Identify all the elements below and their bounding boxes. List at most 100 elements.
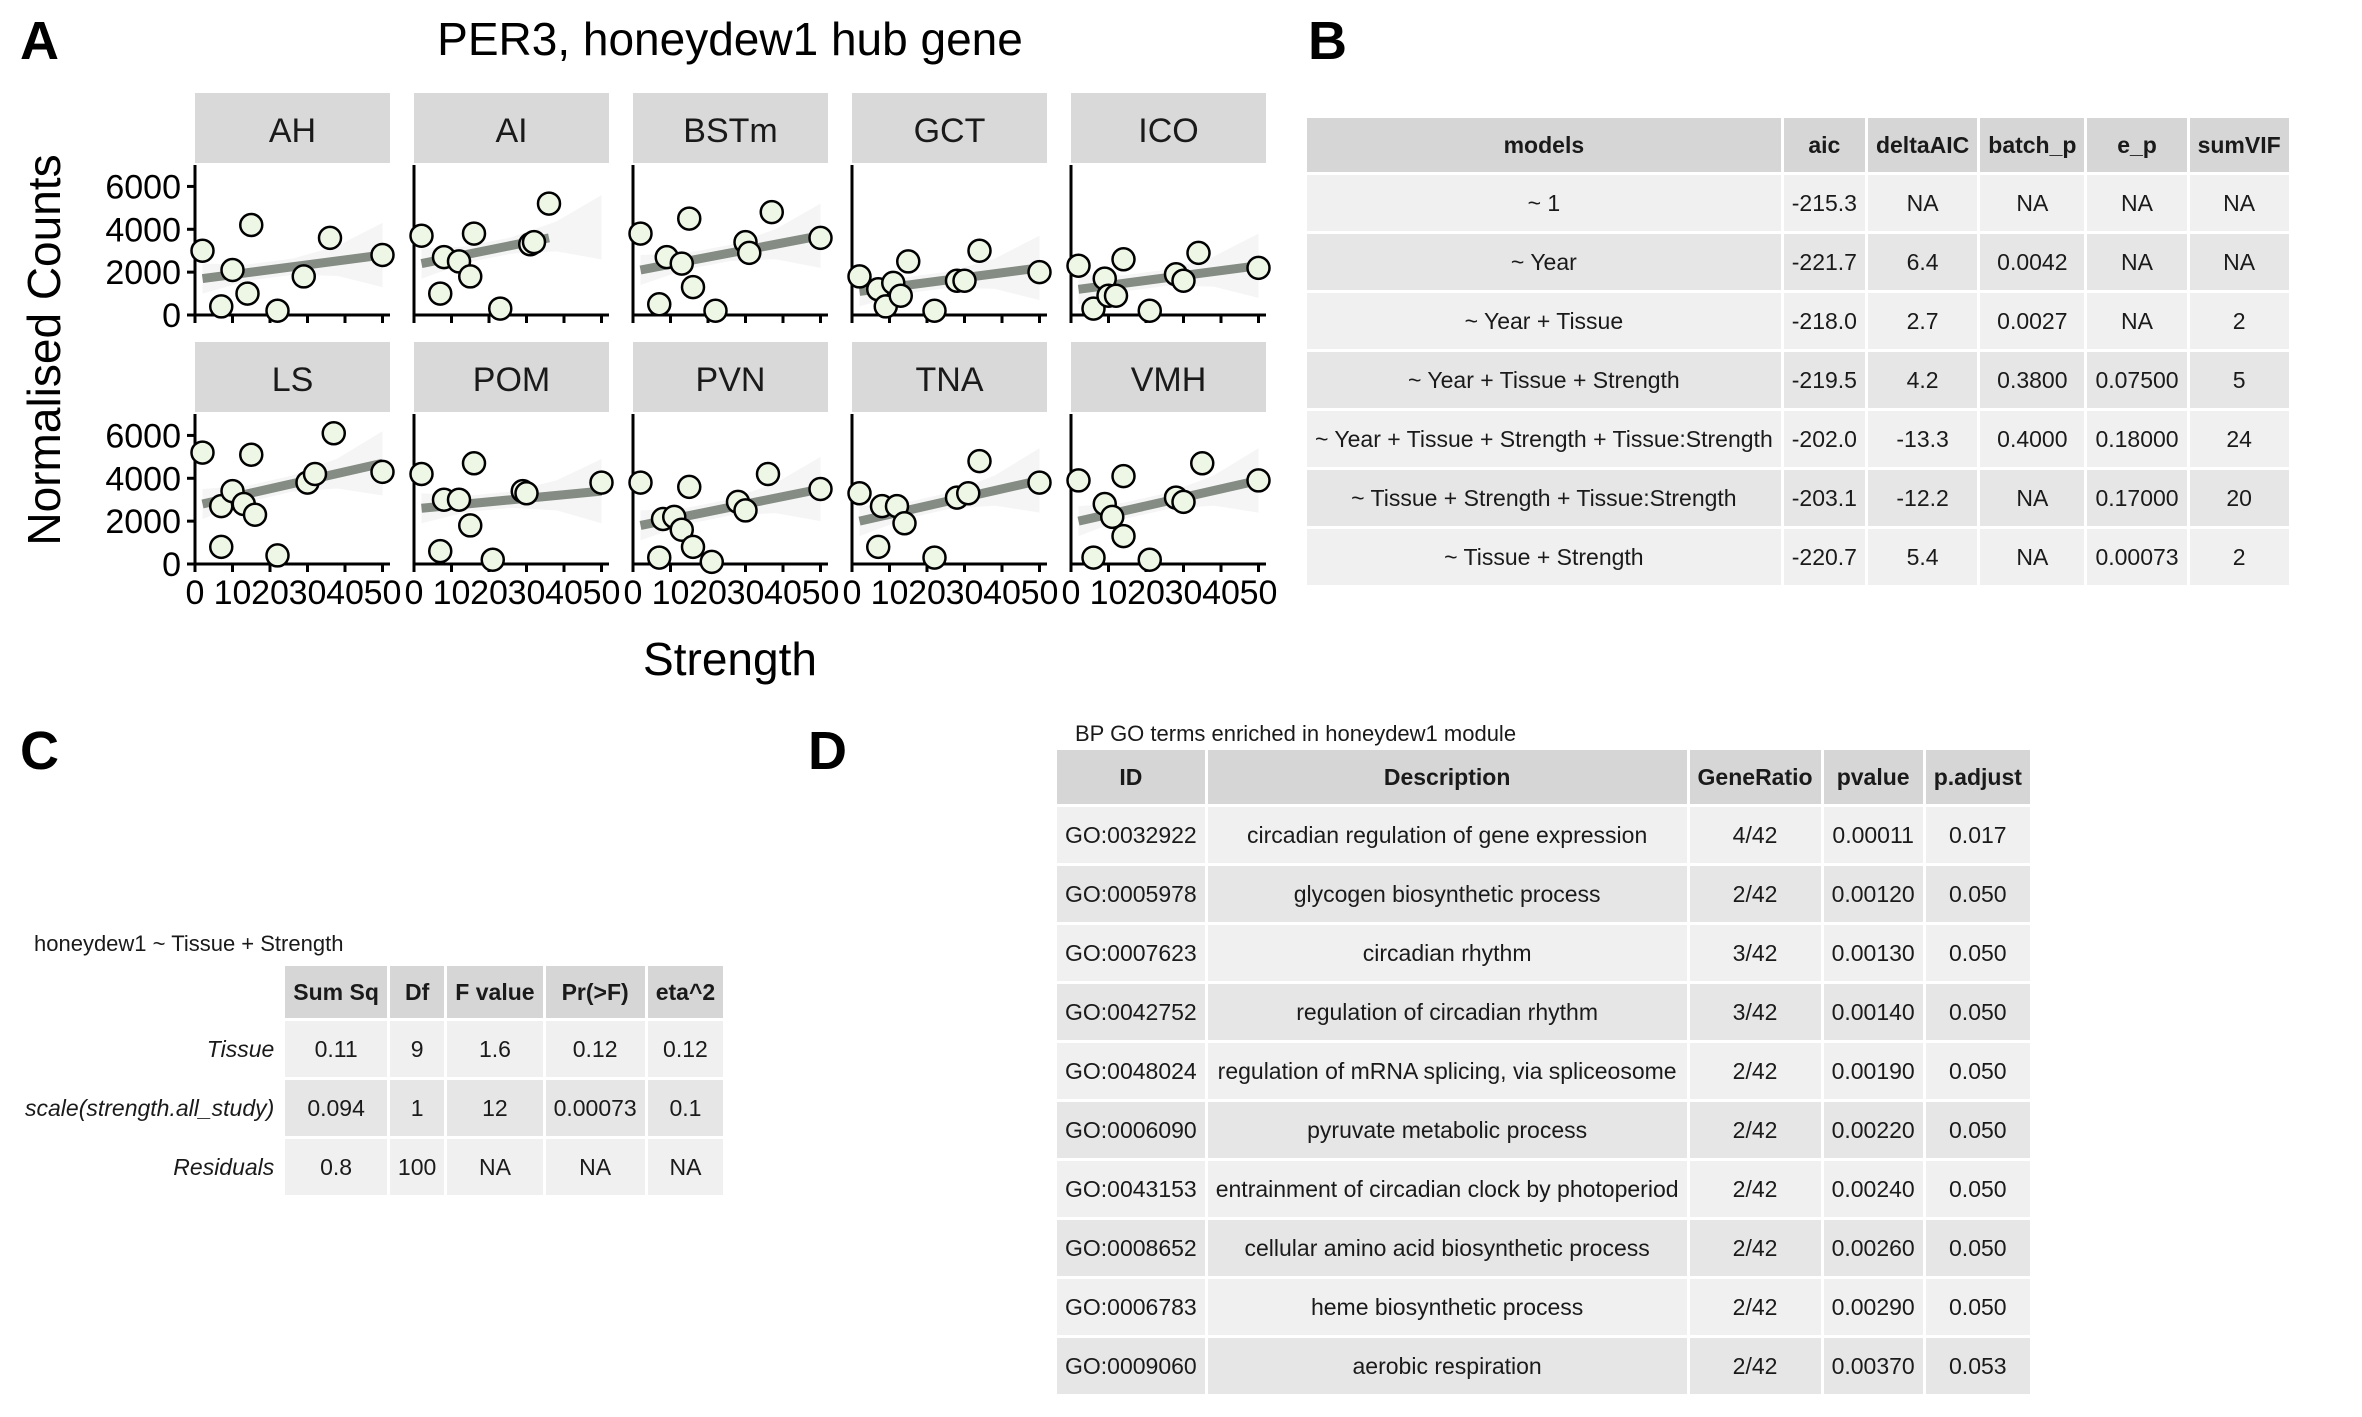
x-axis-label: Strength: [643, 633, 817, 685]
table-cell: 0.053: [1925, 1338, 2030, 1394]
facet-label: PVN: [696, 361, 766, 399]
data-point: [589, 470, 614, 495]
panel-letter-a: A: [20, 11, 59, 71]
table-cell: 2/42: [1689, 1043, 1821, 1099]
facet-strip: [414, 342, 609, 412]
table-cell: 0.050: [1925, 984, 2030, 1040]
data-point: [1027, 259, 1052, 285]
data-point: [209, 294, 234, 319]
x-tick-label: 50: [1240, 574, 1278, 612]
table-cell: 2/42: [1689, 1338, 1821, 1394]
facet-label: TNA: [916, 361, 984, 399]
table-cell: 0.094: [285, 1080, 387, 1136]
facet-strip: [1071, 342, 1266, 412]
panel-letter-c: C: [20, 721, 59, 781]
table-cell: 0.0027: [1980, 293, 2085, 349]
column-header: deltaAIC: [1867, 118, 1978, 172]
data-point: [922, 545, 947, 570]
data-point: [458, 513, 483, 538]
table-cell: 0.00220: [1823, 1102, 1923, 1158]
table-cell: 24: [2189, 411, 2289, 467]
data-point: [956, 481, 981, 506]
table-cell: ~ Year: [1307, 234, 1781, 290]
data-point: [428, 538, 453, 564]
data-point: [669, 517, 694, 542]
table-cell: 9: [389, 1021, 445, 1077]
table-cell: regulation of mRNA splicing, via spliceo…: [1207, 1043, 1687, 1099]
data-point: [677, 474, 702, 500]
table-cell: 100: [389, 1139, 445, 1195]
data-point: [703, 298, 728, 323]
data-point: [1066, 468, 1091, 493]
facet-label: ICO: [1138, 112, 1198, 150]
x-tick-label: 40: [764, 574, 802, 612]
x-tick-label: 30: [1165, 574, 1203, 612]
data-point: [190, 238, 215, 263]
table-row: ~ Tissue + Strength -220.7 5.4 NA 0.00073 2: [1307, 529, 2289, 585]
table-row: ~ Year -221.7 6.4 0.0042 NA NA: [1307, 234, 2289, 290]
table-cell: GO:0006090: [1057, 1102, 1205, 1158]
table-cell: 2.7: [1867, 293, 1978, 349]
table-cell: 2/42: [1689, 1279, 1821, 1335]
table-row: ~ 1 -215.3 NA NA NA NA: [1307, 175, 2289, 231]
x-tick-label: 50: [364, 574, 402, 612]
panel-letter-d: D: [808, 721, 847, 781]
column-header: batch_p: [1980, 118, 2085, 172]
table-row: GO:0007623 circadian rhythm 3/42 0.00130 0.0…: [1057, 925, 2030, 981]
table-cell: 2/42: [1689, 866, 1821, 922]
table-row: Residuals 0.8 100 NA NA NA: [17, 1139, 724, 1195]
x-tick-label: 50: [1021, 574, 1059, 612]
table-cell: GO:0042752: [1057, 984, 1205, 1040]
table-cell: 4/42: [1689, 807, 1821, 863]
table-cell: 0.00130: [1823, 925, 1923, 981]
table-cell: 2/42: [1689, 1102, 1821, 1158]
data-point: [317, 225, 343, 251]
data-point: [521, 229, 547, 255]
table-cell: pyruvate metabolic process: [1207, 1102, 1687, 1158]
data-point: [1137, 298, 1162, 323]
table-row: scale(strength.all_study) 0.094 1 12 0.00073…: [17, 1080, 724, 1136]
facet-strip: [195, 93, 390, 163]
data-point: [190, 440, 215, 465]
table-row: GO:0005978 glycogen biosynthetic process 2…: [1057, 866, 2030, 922]
data-point: [1027, 470, 1052, 495]
table-cell: 20: [2189, 470, 2289, 526]
column-header: p.adjust: [1925, 750, 2030, 804]
table-cell: NA: [447, 1139, 543, 1195]
table-cell: -215.3: [1783, 175, 1865, 231]
table-cell: 0.00240: [1823, 1161, 1923, 1217]
table-cell: 0.17000: [2087, 470, 2187, 526]
data-point: [847, 481, 872, 506]
table-cell: NA: [2087, 175, 2187, 231]
data-point: [808, 225, 833, 251]
table-cell: ~ 1: [1307, 175, 1781, 231]
row-label: Tissue: [206, 1035, 275, 1062]
data-point: [265, 543, 290, 568]
facet-label: LS: [272, 361, 314, 399]
data-point: [699, 549, 724, 575]
data-point: [1186, 240, 1211, 266]
data-point: [737, 240, 762, 266]
x-tick-label: 0: [843, 574, 862, 612]
table-cell: ~ Year + Tissue + Strength + Tissue:Stre…: [1307, 411, 1781, 467]
column-header: aic: [1783, 118, 1865, 172]
table-cell: -219.5: [1783, 352, 1865, 408]
table-cell: heme biosynthetic process: [1207, 1279, 1687, 1335]
data-point: [536, 191, 562, 216]
data-point: [759, 199, 784, 225]
table-cell: NA: [2087, 293, 2187, 349]
facet-label: POM: [473, 361, 550, 399]
faceted-scatter-chart: PER3, honeydew1 hub gene Strength Normalis…: [0, 0, 1290, 700]
column-header: eta^2: [647, 966, 724, 1018]
data-point: [302, 461, 328, 487]
data-point: [461, 451, 487, 476]
table-cell: 0.050: [1925, 1043, 2030, 1099]
table-cell: NA: [1867, 175, 1978, 231]
table-cell: 0.00011: [1823, 807, 1923, 863]
data-point: [242, 502, 268, 527]
data-point: [461, 221, 487, 246]
x-tick-label: 10: [433, 574, 471, 612]
facet-strip: [1071, 93, 1266, 163]
x-tick-label: 50: [802, 574, 840, 612]
table-row: GO:0006783 heme biosynthetic process 2/42 0…: [1057, 1279, 2030, 1335]
